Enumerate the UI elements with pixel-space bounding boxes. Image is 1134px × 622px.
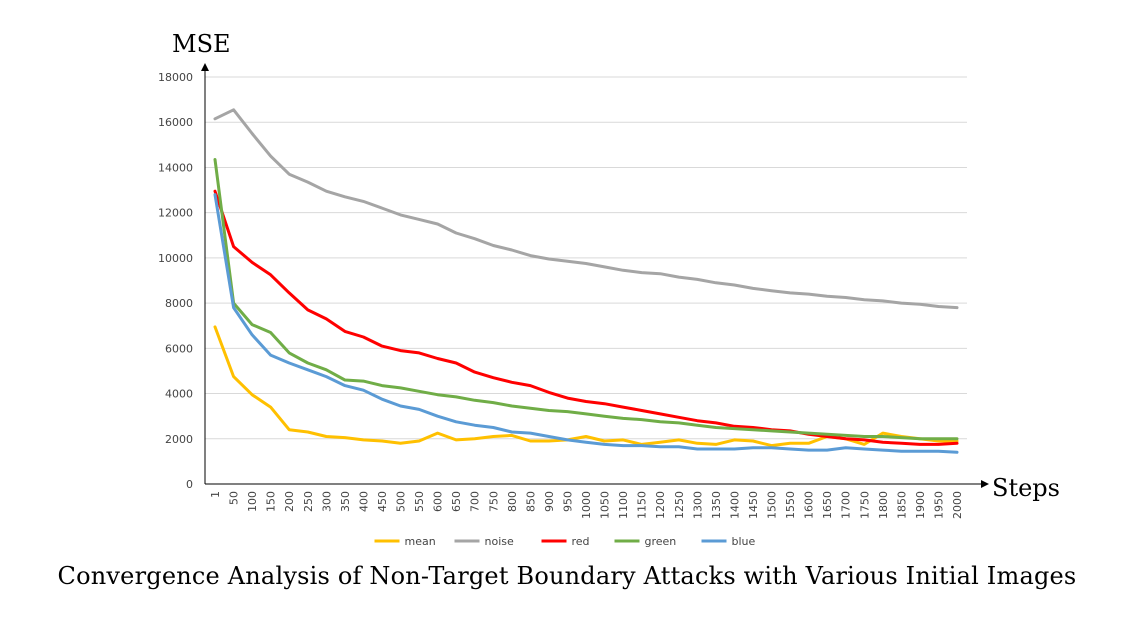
x-tick-label: 1600 (803, 491, 816, 519)
x-tick-label: 1550 (784, 491, 797, 519)
x-tick-label: 1350 (710, 491, 723, 519)
y-tick-label: 0 (186, 478, 193, 491)
y-tick-label: 8000 (165, 297, 193, 310)
y-tick-label: 2000 (165, 433, 193, 446)
x-tick-label: 850 (524, 491, 537, 512)
x-tick-label: 600 (432, 491, 445, 512)
x-tick-label: 1100 (617, 491, 630, 519)
x-tick-label: 500 (395, 491, 408, 512)
x-tick-label: 1900 (914, 491, 927, 519)
x-tick-label: 50 (228, 491, 241, 505)
x-tick-label: 1050 (599, 491, 612, 519)
x-tick-label: 1250 (673, 491, 686, 519)
figure-caption: Convergence Analysis of Non-Target Bound… (57, 562, 1077, 590)
x-tick-label: 1400 (728, 491, 741, 519)
x-tick-label: 450 (376, 491, 389, 512)
y-tick-label: 18000 (158, 71, 193, 84)
x-tick-label: 1 (209, 491, 222, 498)
x-tick-label: 350 (339, 491, 352, 512)
series-line-blue (213, 193, 959, 454)
axes (201, 63, 989, 488)
x-tick-label: 950 (561, 491, 574, 512)
x-tick-label: 1850 (895, 491, 908, 519)
x-tick-label: 1450 (747, 491, 760, 519)
x-tick-label: 300 (320, 491, 333, 512)
legend-label-noise: noise (485, 535, 514, 548)
x-tick-label: 1500 (766, 491, 779, 519)
x-tick-label: 200 (283, 491, 296, 512)
series-line-red (213, 189, 959, 446)
legend-label-green: green (645, 535, 677, 548)
x-tick-label: 1800 (877, 491, 890, 519)
legend-label-mean: mean (405, 535, 436, 548)
y-axis-title: MSE (172, 30, 231, 58)
x-axis-arrow (981, 480, 989, 488)
x-tick-label: 400 (357, 491, 370, 512)
x-tick-label: 1000 (580, 491, 593, 519)
x-tick-label: 100 (246, 491, 259, 512)
legend-label-red: red (572, 535, 590, 548)
y-tick-label: 16000 (158, 116, 193, 129)
x-tick-label: 550 (413, 491, 426, 512)
x-tick-label: 1300 (691, 491, 704, 519)
legend-label-blue: blue (732, 535, 756, 548)
x-tick-label: 2000 (951, 491, 964, 519)
x-tick-label: 1200 (654, 491, 667, 519)
gridlines (205, 76, 967, 440)
legend: mean noise red green blue (374, 535, 756, 548)
x-tick-label: 800 (506, 491, 519, 512)
x-tick-label: 1700 (840, 491, 853, 519)
x-tick-labels: 1 50 100 150 200 250 300 350 400 450 500 550 600 650 7… (209, 491, 964, 519)
y-tick-label: 14000 (158, 161, 193, 174)
y-tick-label: 10000 (158, 252, 193, 265)
y-axis-arrow (201, 63, 209, 71)
y-tick-labels: 0 2000 4000 6000 8000 10000 12000 14000 16000 180… (158, 71, 193, 491)
x-tick-label: 250 (302, 491, 315, 512)
x-axis-title: Steps (992, 474, 1060, 502)
x-tick-label: 1150 (636, 491, 649, 519)
series-line-green (213, 158, 959, 441)
x-tick-label: 1650 (821, 491, 834, 519)
x-tick-label: 150 (265, 491, 278, 512)
x-tick-label: 900 (543, 491, 556, 512)
series-line-mean (213, 325, 959, 448)
x-tick-label: 1950 (932, 491, 945, 519)
x-tick-label: 700 (469, 491, 482, 512)
x-tick-label: 650 (450, 491, 463, 512)
series-line-noise (213, 108, 959, 310)
y-tick-label: 4000 (165, 388, 193, 401)
y-tick-label: 12000 (158, 207, 193, 220)
y-tick-label: 6000 (165, 342, 193, 355)
series-lines (213, 108, 959, 454)
x-tick-label: 750 (487, 491, 500, 512)
x-tick-label: 1750 (858, 491, 871, 519)
